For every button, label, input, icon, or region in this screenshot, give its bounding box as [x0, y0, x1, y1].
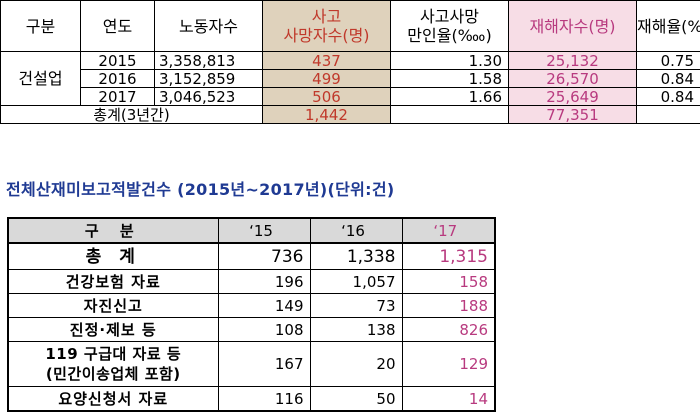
- header-injured: 재해자수(명): [508, 0, 637, 52]
- value-2016: 20: [309, 341, 403, 387]
- table-row: 건설업 2015 3,358,813 437 1.30 25,132 0.75: [0, 51, 700, 106]
- total-label: 총계(3년간): [0, 105, 263, 124]
- total-2017: 1,315: [401, 242, 496, 270]
- value-2015: 108: [217, 317, 311, 342]
- table-row: 2016 3,152,859 499 1.58 26,570 0.84: [1, 69, 700, 88]
- header-2017: ‘17: [401, 217, 496, 244]
- value-2015: 167: [217, 341, 311, 387]
- table-row: 자진신고 149 73 188: [7, 293, 496, 318]
- value-2015: 116: [217, 386, 311, 412]
- header-2016: ‘16: [309, 217, 403, 244]
- header-category: 구 분: [7, 217, 219, 244]
- deaths-cell: 506: [262, 87, 391, 106]
- injury-rate-cell: 0.75: [636, 51, 700, 70]
- table-row: 진정·제보 등 108 138 826: [7, 317, 496, 342]
- section-title: 전체산재미보고적발건수 (2015년~2017년)(단위:건): [6, 180, 395, 199]
- unreported-cases-table: 구 분 ‘15 ‘16 ‘17 총 계 736 1,338 1,315 건강보험…: [7, 217, 496, 412]
- workers-cell: 3,046,523: [154, 87, 263, 106]
- value-2017: 14: [401, 386, 496, 412]
- death-rate-cell: 1.66: [390, 87, 509, 106]
- empty-cell: [636, 105, 700, 124]
- total-injured: 77,351: [508, 105, 637, 124]
- death-rate-cell: 1.30: [390, 51, 509, 70]
- value-2017: 129: [401, 341, 496, 387]
- row-label: 자진신고: [7, 293, 219, 318]
- value-2015: 149: [217, 293, 311, 318]
- workers-cell: 3,152,859: [154, 69, 263, 88]
- total-deaths: 1,442: [262, 105, 391, 124]
- table-row: 119 구급대 자료 등 (민간이송업체 포함) 167 20 129: [7, 341, 496, 387]
- deaths-cell: 437: [262, 51, 391, 70]
- injury-rate-cell: 0.84: [636, 87, 700, 106]
- value-2016: 50: [309, 386, 403, 412]
- deaths-cell: 499: [262, 69, 391, 88]
- injury-rate-cell: 0.84: [636, 69, 700, 88]
- year-cell: 2016: [80, 69, 155, 88]
- construction-accident-table: 구분 연도 노동자수 사고 사망자수(명) 사고사망 만인율(‱) 재해자수(명…: [0, 0, 700, 124]
- header-workers: 노동자수: [154, 0, 263, 52]
- injured-cell: 25,649: [508, 87, 637, 106]
- workers-cell: 3,358,813: [154, 51, 263, 70]
- row-label: 건강보험 자료: [7, 269, 219, 294]
- year-cell: 2015: [80, 51, 155, 70]
- table-row: 요양신청서 자료 116 50 14: [7, 386, 496, 412]
- value-2017: 158: [401, 269, 496, 294]
- header-death-rate: 사고사망 만인율(‱): [390, 0, 509, 52]
- table-header-row: 구 분 ‘15 ‘16 ‘17: [7, 217, 496, 244]
- year-cell: 2017: [80, 87, 155, 106]
- value-2017: 826: [401, 317, 496, 342]
- header-injury-rate: 재해율(%): [636, 0, 700, 52]
- value-2016: 138: [309, 317, 403, 342]
- table-row: 건강보험 자료 196 1,057 158: [7, 269, 496, 294]
- table-row: 2017 3,046,523 506 1.66 25,649 0.84: [1, 87, 700, 106]
- row-label: 요양신청서 자료: [7, 386, 219, 412]
- value-2016: 73: [309, 293, 403, 318]
- total-row: 총 계 736 1,338 1,315: [7, 242, 496, 270]
- total-2015: 736: [217, 242, 311, 270]
- injured-cell: 25,132: [508, 51, 637, 70]
- value-2016: 1,057: [309, 269, 403, 294]
- total-2016: 1,338: [309, 242, 403, 270]
- empty-cell: [390, 105, 509, 124]
- death-rate-cell: 1.58: [390, 69, 509, 88]
- header-deaths: 사고 사망자수(명): [262, 0, 391, 52]
- header-year: 연도: [80, 0, 155, 52]
- total-row: 총계(3년간) 1,442 77,351: [0, 105, 700, 124]
- value-2015: 196: [217, 269, 311, 294]
- injured-cell: 26,570: [508, 69, 637, 88]
- group-label: 건설업: [0, 51, 81, 106]
- header-category: 구분: [0, 0, 81, 52]
- value-2017: 188: [401, 293, 496, 318]
- total-label: 총 계: [7, 242, 219, 270]
- row-label: 119 구급대 자료 등 (민간이송업체 포함): [7, 341, 219, 387]
- header-2015: ‘15: [217, 217, 311, 244]
- row-label: 진정·제보 등: [7, 317, 219, 342]
